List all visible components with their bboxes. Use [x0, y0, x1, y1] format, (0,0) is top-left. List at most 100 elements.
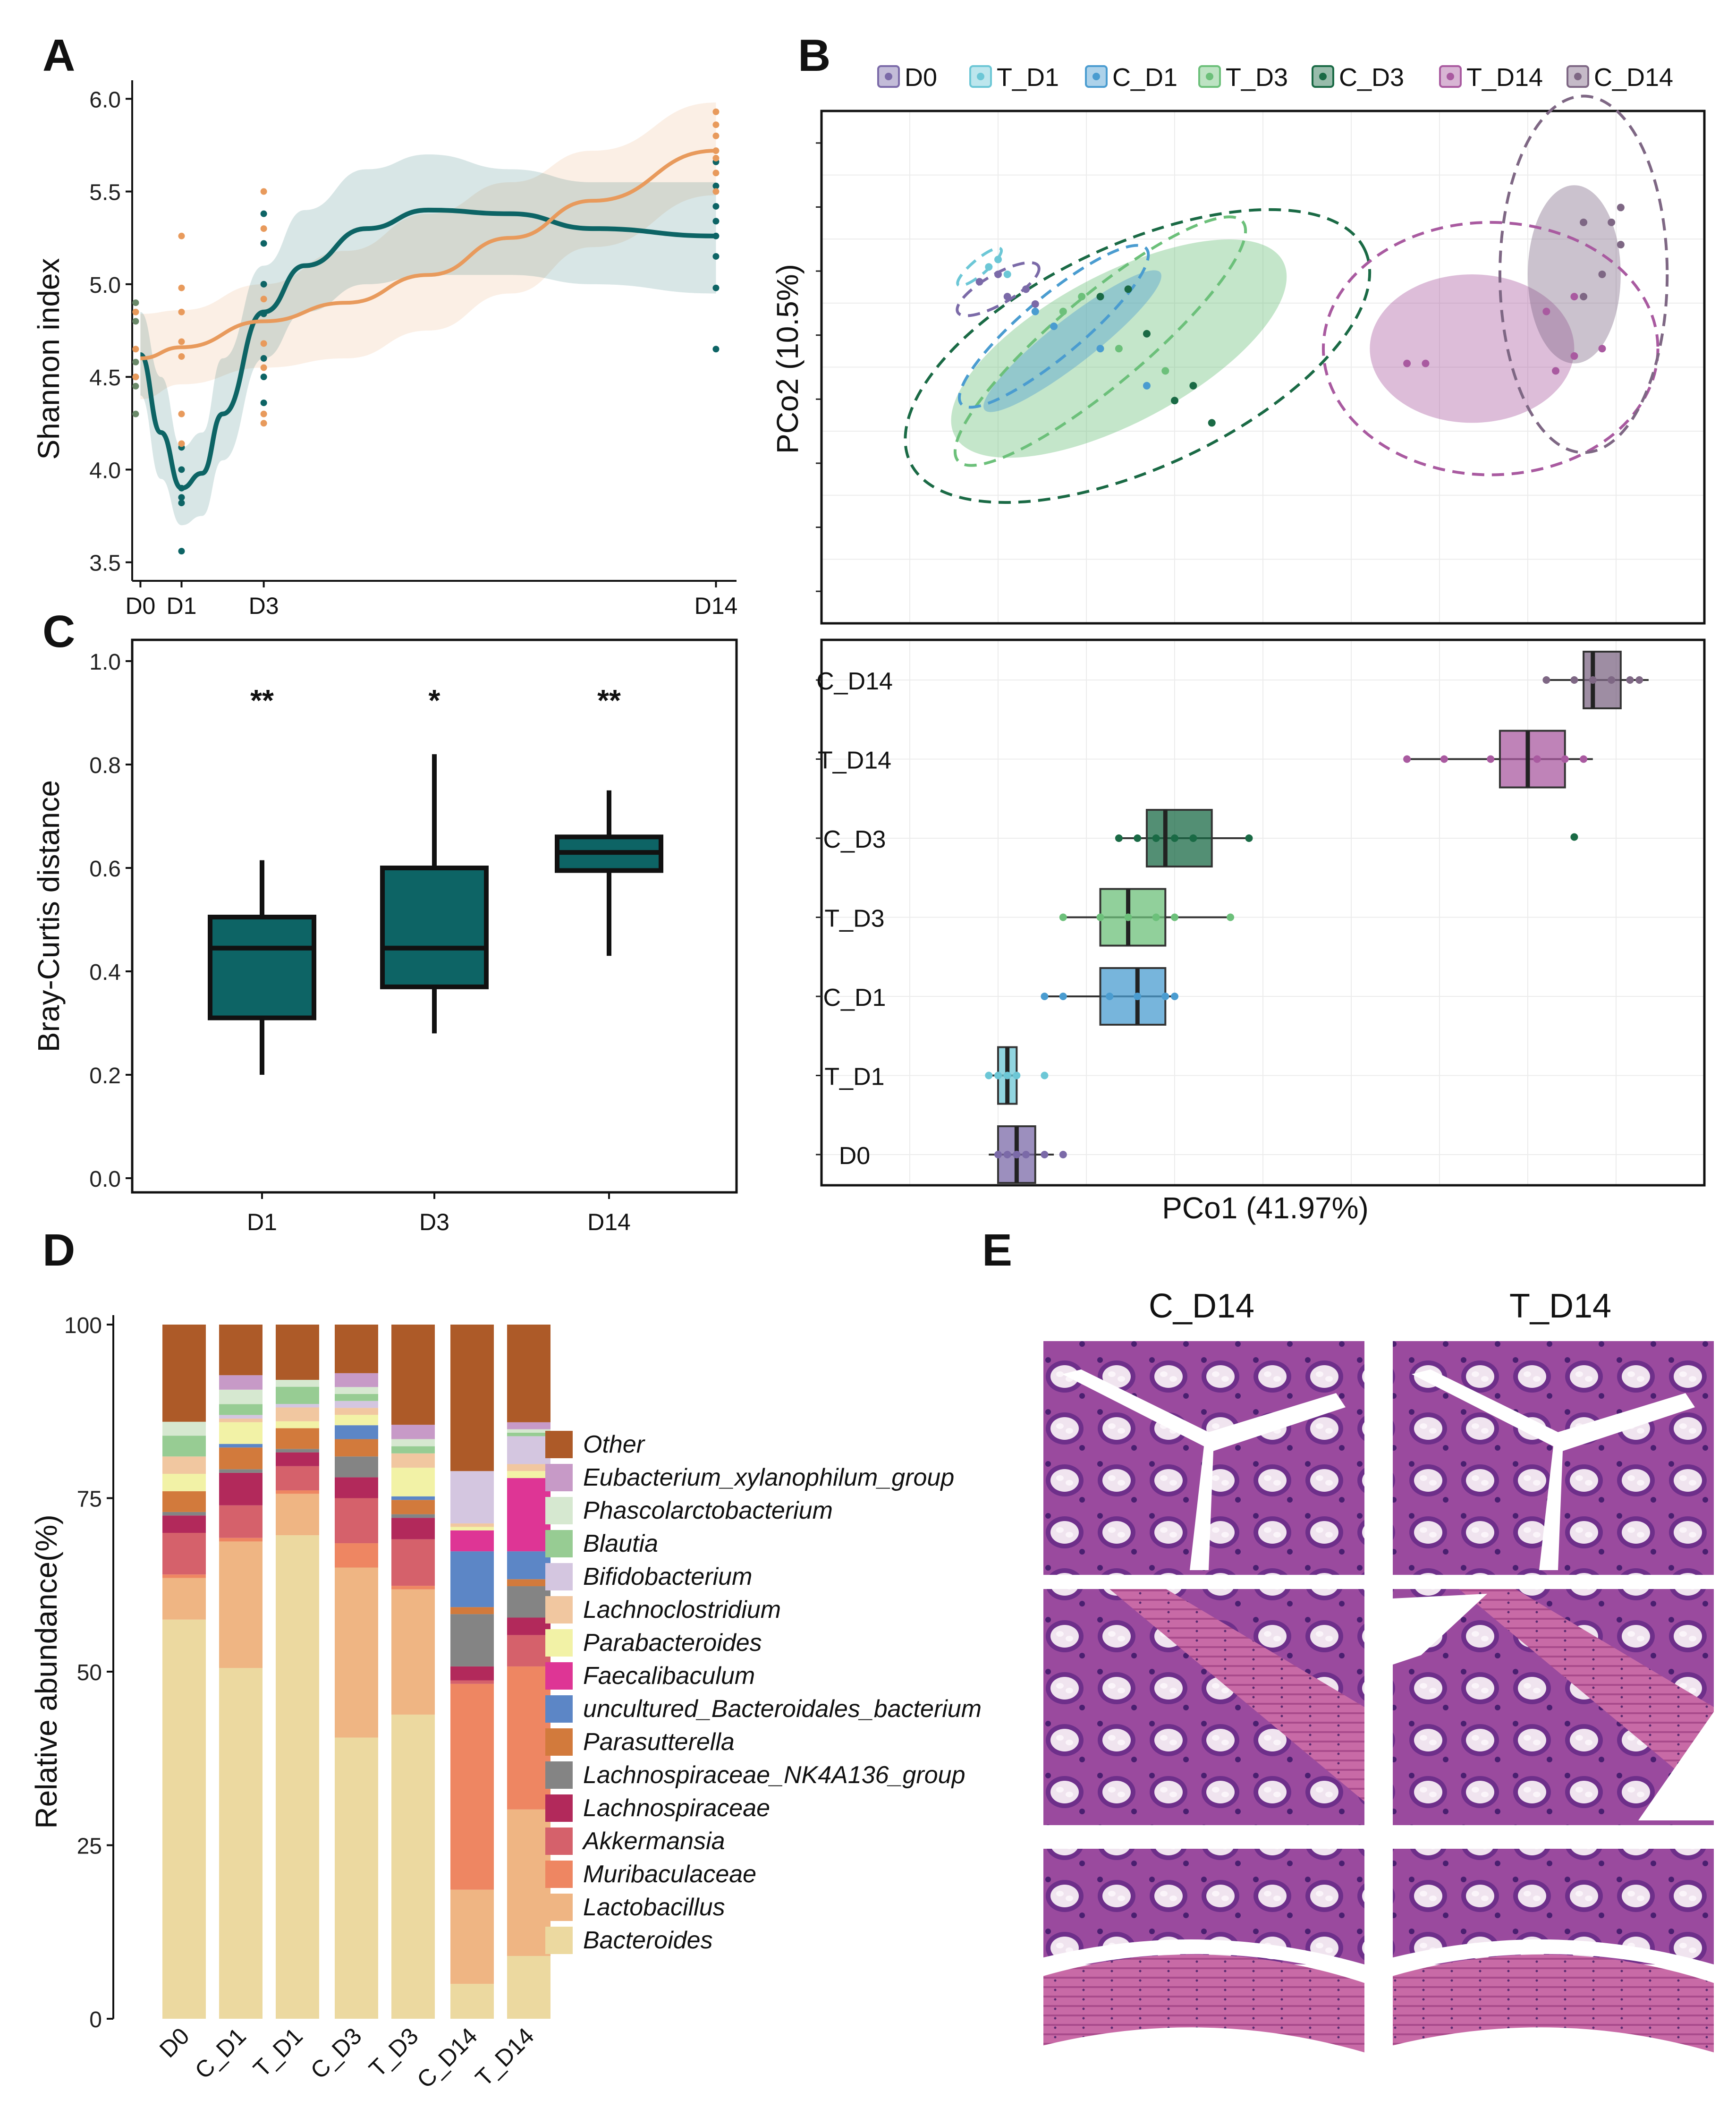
panel-b-point-T_D14 [1542, 307, 1550, 315]
panel-b-point-C_D14 [1598, 270, 1606, 278]
panel-b-box-point-C_D1 [1041, 993, 1049, 1000]
panel-d-bar-segment-Bifidobacterium [450, 1471, 494, 1524]
panel-b-box-T_D14 [1499, 730, 1566, 789]
panel-d-bar-segment-Bacteroides [335, 1737, 378, 2019]
panel-d-bar-segment-Lachnospiraceae [391, 1518, 435, 1539]
panel-b-legend-label: C_D1 [1112, 63, 1177, 92]
panel-d-bar-segment-uncultured_Bacteroidales_bacterium [335, 1425, 378, 1439]
histology-col-title-c-d14: C_D14 [1149, 1287, 1254, 1325]
panel-d-bar-segment-Phascolarctobacterium [276, 1380, 319, 1387]
panel-c-x-tick-label: D14 [587, 1209, 631, 1235]
panel-c-box [380, 866, 489, 989]
panel-c-ylabel: Bray-Curtis distance [32, 780, 66, 1052]
panel-d-bar-segment-Other [507, 1325, 550, 1422]
panel-c-bray-curtis-boxplot: Bray-Curtis distance 0.0 0.2 0.4 0.6 0.8 1.0 D… [32, 638, 738, 1235]
panel-b-box-point-C_D3 [1189, 834, 1197, 842]
panel-a-data-point-treatment [178, 284, 185, 291]
panel-a-data-point-treatment [260, 420, 267, 427]
panel-d-bar-segment-Parasutterella [162, 1491, 206, 1512]
panel-d-legend-label: Eubacterium_xylanophilum_group [583, 1464, 954, 1491]
panel-d-bar-segment-uncultured_Bacteroidales_bacterium [450, 1551, 494, 1607]
panel-d-legend-swatch-Parasutterella [545, 1728, 573, 1756]
panel-d-legend-swatch-Muribaculaceae [545, 1861, 573, 1888]
panel-b-point-T_D14 [1570, 293, 1578, 301]
panel-d-x-tick-label: C_D3 [305, 2023, 367, 2084]
panel-d-bar-segment-Blautia [276, 1386, 319, 1404]
panel-b-point-T_D1 [1003, 270, 1011, 278]
panel-b-pcoa-boxplot: C_D14 T_D14 C_D3 T_D3 C_D1 T_D1 D0 [816, 638, 1706, 1187]
panel-d-bar-segment-Parasutterella [391, 1500, 435, 1514]
panel-d-legend-label: Parasutterella [583, 1728, 735, 1756]
panel-c-significance-marker: * [429, 683, 440, 717]
panel-a-data-point-control [260, 280, 267, 288]
panel-d-bar-segment-Muribaculaceae [335, 1543, 378, 1568]
panel-b-dashed-ellipse-T_D3 [953, 215, 1247, 467]
panel-d-bar-segment-Lachnospiraceae [450, 1666, 494, 1681]
panel-a-data-point-control [178, 484, 185, 492]
panel-d-x-tick-label: D0 [154, 2023, 195, 2063]
panel-d-legend-swatch-Bacteroides [545, 1927, 573, 1954]
panel-letter-B: B [798, 30, 830, 81]
panel-a-data-point-control [178, 548, 185, 555]
panel-d-bar-segment-Lachnoclostridium [162, 1456, 206, 1474]
panel-d-legend-swatch-uncultured_Bacteroidales_bacterium [545, 1695, 573, 1723]
panel-b-box-frame [820, 638, 1706, 1187]
panel-a-trend-line-treatment [140, 149, 716, 360]
panel-b-legend-label: C_D14 [1594, 63, 1673, 92]
panel-c-y-tick-label: 0.4 [89, 960, 121, 985]
panel-d-bar-segment-Faecalibaculum [507, 1478, 550, 1552]
panel-b-confidence-ellipse-C_D14 [1528, 185, 1621, 364]
panel-a-data-point-control [712, 346, 720, 353]
panel-d-bar-segment-Bacteroides [162, 1619, 206, 2019]
histology-muscle-layer [1043, 1954, 1364, 2053]
panel-b-box-point-C_D3 [1134, 834, 1142, 842]
panel-d-y-tick-label: 0 [89, 2007, 102, 2032]
panel-b-point-C_D14 [1617, 204, 1625, 212]
panel-a-data-point-treatment [132, 346, 139, 353]
histology-image-r3-c1 [1043, 1849, 1364, 2080]
panel-d-legend-swatch-Akkermansia [545, 1828, 573, 1855]
panel-b-point-T_D14 [1552, 367, 1560, 375]
panel-d-bar-segment-Blautia [391, 1446, 435, 1454]
panel-b-ylabel: PCo2 (10.5%) [771, 264, 804, 454]
panel-d-bar-segment-Akkermansia [162, 1533, 206, 1575]
panel-b-box-category-label: T_D14 [818, 747, 891, 774]
panel-b-box-point-C_D1 [1134, 993, 1142, 1000]
histology-lumen [1393, 1594, 1487, 1665]
panel-d-legend-label: Bifidobacterium [583, 1563, 752, 1590]
histology-col-title-t-d14: T_D14 [1509, 1287, 1611, 1325]
panel-d-bar-segment-Eubacterium_xylanophilum_group [219, 1375, 263, 1390]
panel-d-bar-segment-Muribaculaceae [276, 1490, 319, 1494]
panel-a-data-point-control [712, 182, 720, 189]
panel-b-frame [820, 110, 1706, 625]
panel-a-data-point-control [260, 400, 267, 407]
panel-b-box-point-C_D14 [1589, 676, 1597, 684]
panel-b-box-point-T_D3 [1227, 913, 1235, 921]
panel-d-bar-segment-Lachnospiraceae [507, 1617, 550, 1635]
panel-b-box-point-T_D1 [1013, 1071, 1021, 1080]
panel-d-bar-segment-Akkermansia [219, 1505, 263, 1538]
panel-d-bar-segment-Bifidobacterium [507, 1436, 550, 1464]
panel-d-y-tick-label: 25 [77, 1834, 102, 1859]
panel-d-legend-swatch-Lachnospiraceae [545, 1794, 573, 1822]
panel-a-data-point-treatment [260, 296, 267, 303]
panel-b-legend-dot-T_D3 [1206, 73, 1213, 80]
panel-b-box-point-C_D3 [1115, 834, 1123, 842]
panel-b-box-point-T_D1 [994, 1071, 1002, 1080]
panel-a-data-point-treatment [178, 308, 185, 315]
panel-c-x-tick-label: D3 [419, 1209, 449, 1235]
panel-d-legend-swatch-Lachnoclostridium [545, 1596, 573, 1624]
histology-image-r1-c2 [1393, 1341, 1714, 1575]
panel-b-box-category-label: C_D14 [816, 668, 893, 695]
panel-a-data-point-treatment [712, 108, 720, 115]
panel-d-bar-segment-Bacteroides [391, 1714, 435, 2019]
panel-b-point-C_D3 [1208, 419, 1216, 427]
panel-b-point-C_D14 [1580, 218, 1588, 226]
panel-d-bar-segment-Lachnospiraceae_NK4A136_group [507, 1586, 550, 1618]
panel-d-bar-segment-Parabacteroides [335, 1415, 378, 1426]
panel-b-legend-label: T_D14 [1466, 63, 1543, 92]
panel-d-legend-swatch-Lactobacillus [545, 1894, 573, 1921]
panel-d-bar-segment-Phascolarctobacterium [335, 1387, 378, 1394]
panel-b-box-category-label: C_D1 [823, 984, 886, 1012]
